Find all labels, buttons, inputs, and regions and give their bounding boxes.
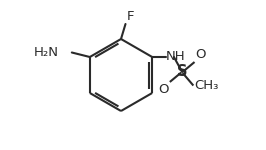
Text: F: F bbox=[126, 10, 134, 23]
Text: S: S bbox=[177, 64, 188, 80]
Text: NH: NH bbox=[166, 51, 186, 63]
Text: CH₃: CH₃ bbox=[194, 79, 218, 92]
Text: O: O bbox=[159, 83, 169, 96]
Text: H₂N: H₂N bbox=[33, 46, 58, 59]
Text: O: O bbox=[195, 48, 206, 61]
